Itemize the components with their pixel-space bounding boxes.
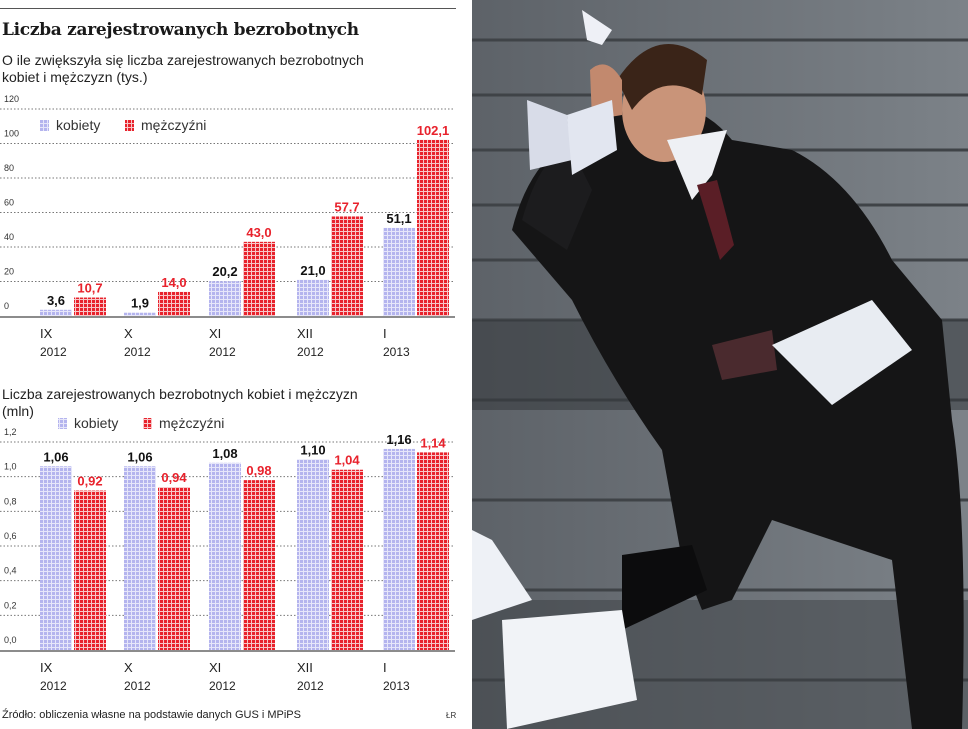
x-tick-month: I: [383, 660, 387, 675]
legend-label-mezczyzni: mężczyźni: [159, 415, 224, 431]
x-tick-year: 2012: [297, 679, 324, 693]
data-label-kobiety: 1,10: [300, 442, 325, 457]
legend-label-kobiety: kobiety: [74, 415, 118, 431]
infographic: Liczba zarejestrowanych bezrobotnych O i…: [0, 0, 470, 729]
top-rule: [0, 8, 456, 9]
data-label-kobiety: 3,6: [47, 293, 65, 308]
x-tick-year: 2013: [383, 345, 410, 359]
data-label-kobiety: 1,06: [127, 449, 152, 464]
x-tick-year: 2012: [297, 345, 324, 359]
infographic-title: Liczba zarejestrowanych bezrobotnych: [2, 20, 359, 40]
bar-mezczyzni: [417, 452, 449, 650]
bar-kobiety: [124, 312, 156, 316]
data-label-kobiety: 1,9: [131, 296, 149, 311]
data-label-kobiety: 51,1: [386, 211, 411, 226]
chart2-title-line: (mln): [2, 403, 34, 419]
x-tick-year: 2012: [209, 679, 236, 693]
bar-kobiety: [40, 309, 72, 316]
y-tick-label: 0,2: [4, 600, 17, 610]
bar-mezczyzni: [243, 241, 275, 316]
y-tick-label: 60: [4, 198, 14, 208]
chart1-title-line: kobiet i mężczyzn (tys.): [2, 69, 148, 85]
x-tick-year: 2012: [40, 345, 67, 359]
data-label-mezczyzni: 10,7: [77, 281, 102, 296]
legend-swatch-mezczyzni: [125, 120, 134, 131]
x-tick-year: 2012: [124, 345, 151, 359]
bar-mezczyzni: [331, 469, 363, 650]
x-tick-month: X: [124, 326, 133, 341]
bar-mezczyzni: [331, 216, 363, 316]
x-tick-month: X: [124, 660, 133, 675]
data-label-kobiety: 21,0: [300, 263, 325, 278]
chart1-title: O ile zwiększyła się liczba zarejestrowa…: [2, 52, 364, 86]
y-tick-label: 0,6: [4, 531, 17, 541]
bar-kobiety: [383, 448, 415, 650]
data-label-mezczyzni: 0,98: [246, 463, 271, 478]
data-label-kobiety: 1,16: [386, 432, 411, 447]
bar-kobiety: [297, 279, 329, 316]
x-tick-year: 2013: [383, 679, 410, 693]
x-tick-month: IX: [40, 660, 53, 675]
bar-mezczyzni: [158, 487, 190, 650]
bar-mezczyzni: [74, 490, 106, 650]
y-tick-label: 100: [4, 129, 19, 139]
y-tick-label: 40: [4, 232, 14, 242]
y-tick-label: 120: [4, 94, 19, 104]
legend-swatch-kobiety: [58, 418, 67, 429]
legend-swatch-mezczyzni: [143, 418, 152, 429]
data-label-mezczyzni: 1,14: [420, 435, 446, 450]
data-label-mezczyzni: 102,1: [417, 123, 450, 138]
data-label-mezczyzni: 43,0: [246, 225, 271, 240]
y-tick-label: 20: [4, 267, 14, 277]
chart2-title-line: Liczba zarejestrowanych bezrobotnych kob…: [2, 386, 358, 402]
bar-kobiety: [209, 281, 241, 316]
bar-kobiety: [209, 462, 241, 650]
y-tick-label: 0: [4, 301, 9, 311]
y-tick-label: 0,8: [4, 496, 17, 506]
data-label-kobiety: 20,2: [212, 264, 237, 279]
bar-kobiety: [124, 466, 156, 650]
data-label-mezczyzni: 14,0: [161, 275, 186, 290]
y-tick-label: 1,0: [4, 462, 17, 472]
x-tick-month: IX: [40, 326, 53, 341]
data-label-kobiety: 1,08: [212, 446, 237, 461]
bar-mezczyzni: [243, 480, 275, 650]
chart1-title-line: O ile zwiększyła się liczba zarejestrowa…: [2, 52, 364, 68]
x-tick-year: 2012: [40, 679, 67, 693]
x-tick-month: XII: [297, 326, 313, 341]
legend-label-mezczyzni: mężczyźni: [141, 117, 206, 133]
chart-total-millions: 0,0 0,2 0,4 0,6 0,8 1,0 1,2 kobiety mężczyźni 1,0…: [0, 415, 455, 693]
y-tick-label: 0,0: [4, 635, 17, 645]
bar-kobiety: [40, 466, 72, 650]
x-tick-month: I: [383, 326, 387, 341]
y-tick-label: 1,2: [4, 427, 17, 437]
y-tick-label: 80: [4, 163, 14, 173]
x-tick-year: 2012: [124, 679, 151, 693]
businessman-on-stairs-photo: [472, 0, 968, 729]
bar-kobiety: [297, 459, 329, 650]
data-label-kobiety: 1,06: [43, 449, 68, 464]
chart2-title: Liczba zarejestrowanych bezrobotnych kob…: [2, 386, 358, 420]
data-label-mezczyzni: 57.7: [334, 199, 359, 214]
legend-label-kobiety: kobiety: [56, 117, 100, 133]
x-tick-month: XI: [209, 326, 221, 341]
author-credit: ŁR: [446, 711, 457, 720]
bar-kobiety: [383, 227, 415, 316]
x-tick-month: XI: [209, 660, 221, 675]
source-note: Źródło: obliczenia własne na podstawie d…: [2, 709, 301, 721]
bar-mezczyzni: [158, 291, 190, 316]
data-label-mezczyzni: 1,04: [334, 453, 360, 468]
x-tick-year: 2012: [209, 345, 236, 359]
data-label-mezczyzni: 0,94: [161, 470, 187, 485]
data-label-mezczyzni: 0,92: [77, 474, 102, 489]
bar-mezczyzni: [74, 297, 106, 316]
x-tick-month: XII: [297, 660, 313, 675]
bar-mezczyzni: [417, 139, 449, 316]
y-tick-label: 0,4: [4, 566, 17, 576]
legend-swatch-kobiety: [40, 120, 49, 131]
